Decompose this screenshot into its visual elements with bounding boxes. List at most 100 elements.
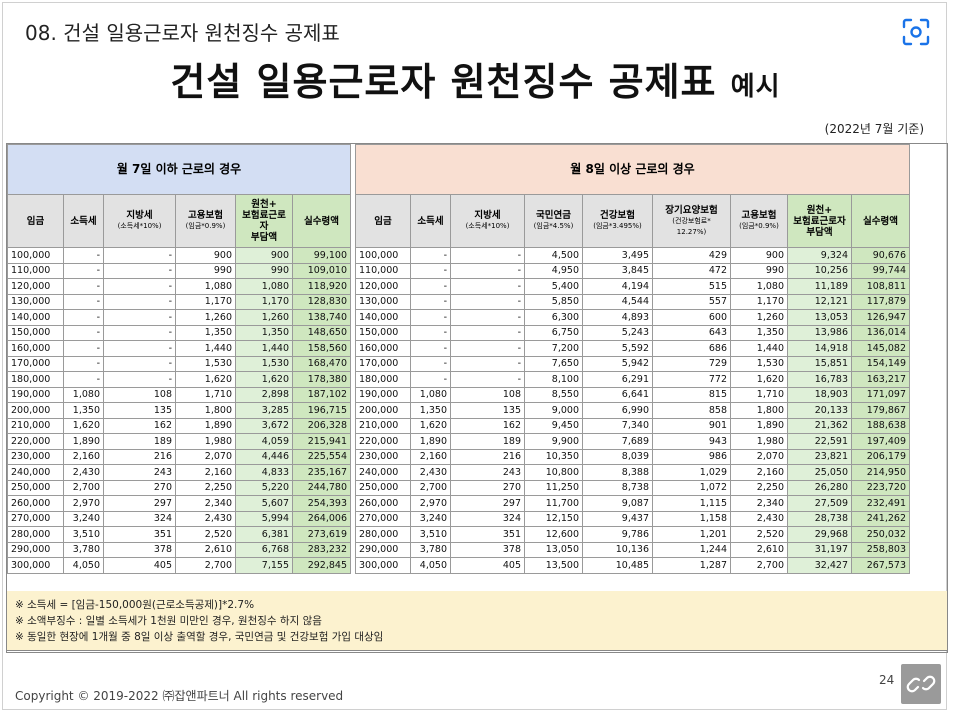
table-cell: 3,285 xyxy=(235,402,293,419)
table-cell: 2,250 xyxy=(175,479,236,496)
table-cell: 1,350 xyxy=(730,324,788,341)
table-cell: 901 xyxy=(652,417,731,434)
table-cell: 18,903 xyxy=(787,386,852,403)
title-main: 건설 일용근로자 원천징수 공제표 xyxy=(170,60,731,104)
column-header-label: 실수령액 xyxy=(304,215,339,227)
table-cell: 270 xyxy=(103,479,176,496)
table-row: 210,000 1,620 162 1,890 3,672 206,328 210,000 1… xyxy=(7,417,910,434)
table-cell: 108,811 xyxy=(851,278,910,295)
table-cell: - xyxy=(410,355,451,372)
slide-subtitle: 08. 건설 일용근로자 원천징수 공제표 xyxy=(25,21,340,45)
table-cell: 1,620 xyxy=(730,371,788,388)
table-cell: 8,100 xyxy=(524,371,583,388)
table-cell: 1,080 xyxy=(410,386,451,403)
table-cell: 8,738 xyxy=(582,479,653,496)
column-header-label: 소득세 xyxy=(70,215,97,227)
table-cell: 13,053 xyxy=(787,309,852,326)
column-header-label: 고용보험 xyxy=(188,210,223,221)
table-cell: 171,097 xyxy=(851,386,910,403)
table-cell: - xyxy=(63,371,104,388)
table-cell: - xyxy=(410,262,451,279)
column-header-sublabel: (임금*0.9%) xyxy=(185,222,226,230)
table-cell: 3,780 xyxy=(410,541,451,558)
table-cell: 1,244 xyxy=(652,541,731,558)
column-header-left: 지방세 (소득세*10%) xyxy=(103,194,176,248)
table-cell: 11,700 xyxy=(524,495,583,512)
column-header-label: 지방세 xyxy=(126,210,153,221)
table-cell: 3,495 xyxy=(582,247,653,264)
table-cell: 858 xyxy=(652,402,731,419)
table-cell: 20,133 xyxy=(787,402,852,419)
column-header-sublabel: (소득세*10%) xyxy=(465,222,510,230)
table-cell: 10,256 xyxy=(787,262,852,279)
table-cell: 1,530 xyxy=(235,355,293,372)
scan-icon[interactable] xyxy=(898,14,934,50)
page-number: 24 xyxy=(879,673,895,687)
column-header-left: 소득세 xyxy=(63,194,104,248)
table-cell: 135 xyxy=(103,402,176,419)
table-cell: 214,950 xyxy=(851,464,910,481)
table-cell: - xyxy=(450,324,525,341)
table-cell: 110,000 xyxy=(355,262,411,279)
table-cell: 324 xyxy=(103,510,176,527)
table-cell: 2,970 xyxy=(410,495,451,512)
table-cell: 15,851 xyxy=(787,355,852,372)
table-cell: - xyxy=(450,262,525,279)
table-cell: - xyxy=(410,340,451,357)
column-header-row: 임금 소득세 지방세 (소득세*10%) 고용보험 (임금*0.9%) 원천+ 보험료근로자… xyxy=(7,194,910,248)
table-cell: 429 xyxy=(652,247,731,264)
column-header-right: 소득세 xyxy=(410,194,451,248)
table-cell: 4,050 xyxy=(63,557,104,574)
column-header-label: 소득세 xyxy=(417,215,444,227)
table-cell: 4,194 xyxy=(582,278,653,295)
table-cell: 1,440 xyxy=(730,340,788,357)
table-cell: 5,592 xyxy=(582,340,653,357)
column-header-label: 원천+ 보험료근로자 부담액 xyxy=(242,199,286,243)
table-cell: 515 xyxy=(652,278,731,295)
table-cell: 351 xyxy=(450,526,525,543)
table-cell: 189 xyxy=(450,433,525,450)
table-cell: 108 xyxy=(450,386,525,403)
column-header-right: 고용보험 (임금*0.9%) xyxy=(730,194,788,248)
table-cell: 4,950 xyxy=(524,262,583,279)
table-cell: - xyxy=(103,278,176,295)
table-row: 250,000 2,700 270 2,250 5,220 244,780 250,000 2… xyxy=(7,479,910,496)
table-cell: 160,000 xyxy=(355,340,411,357)
table-cell: - xyxy=(103,309,176,326)
table-cell: 178,380 xyxy=(292,371,351,388)
section-header-row: 월 7일 이하 근로의 경우 월 8일 이상 근로의 경우 xyxy=(7,144,910,195)
table-cell: - xyxy=(103,340,176,357)
table-cell: 1,287 xyxy=(652,557,731,574)
table-cell: 216 xyxy=(450,448,525,465)
table-cell: 772 xyxy=(652,371,731,388)
date-note: (2022년 7월 기준) xyxy=(824,122,924,136)
table-cell: 2,700 xyxy=(63,479,104,496)
table-cell: 2,700 xyxy=(175,557,236,574)
table-cell: 190,000 xyxy=(355,386,411,403)
table-cell: 250,000 xyxy=(7,479,64,496)
table-cell: 196,715 xyxy=(292,402,351,419)
table-cell: 900 xyxy=(235,247,293,264)
table-cell: 117,879 xyxy=(851,293,910,310)
table-cell: 154,149 xyxy=(851,355,910,372)
table-cell: 378 xyxy=(103,541,176,558)
table-cell: 5,220 xyxy=(235,479,293,496)
table-cell: 244,780 xyxy=(292,479,351,496)
table-row: 190,000 1,080 108 1,710 2,898 187,102 190,000 1… xyxy=(7,386,910,403)
table-cell: 162 xyxy=(450,417,525,434)
table-cell: 378 xyxy=(450,541,525,558)
table-cell: 2,070 xyxy=(730,448,788,465)
table-cell: 2,430 xyxy=(175,510,236,527)
table-cell: 292,845 xyxy=(292,557,351,574)
column-header-sublabel: (소득세*10%) xyxy=(117,222,162,230)
table-cell: - xyxy=(63,309,104,326)
link-button[interactable] xyxy=(901,664,941,704)
column-header-right: 국민연금 (임금*4.5%) xyxy=(524,194,583,248)
link-icon xyxy=(906,675,936,693)
table-cell: - xyxy=(103,262,176,279)
table-cell: - xyxy=(103,324,176,341)
table-cell: 170,000 xyxy=(355,355,411,372)
table-cell: 5,400 xyxy=(524,278,583,295)
table-cell: 3,240 xyxy=(410,510,451,527)
table-cell: 241,262 xyxy=(851,510,910,527)
